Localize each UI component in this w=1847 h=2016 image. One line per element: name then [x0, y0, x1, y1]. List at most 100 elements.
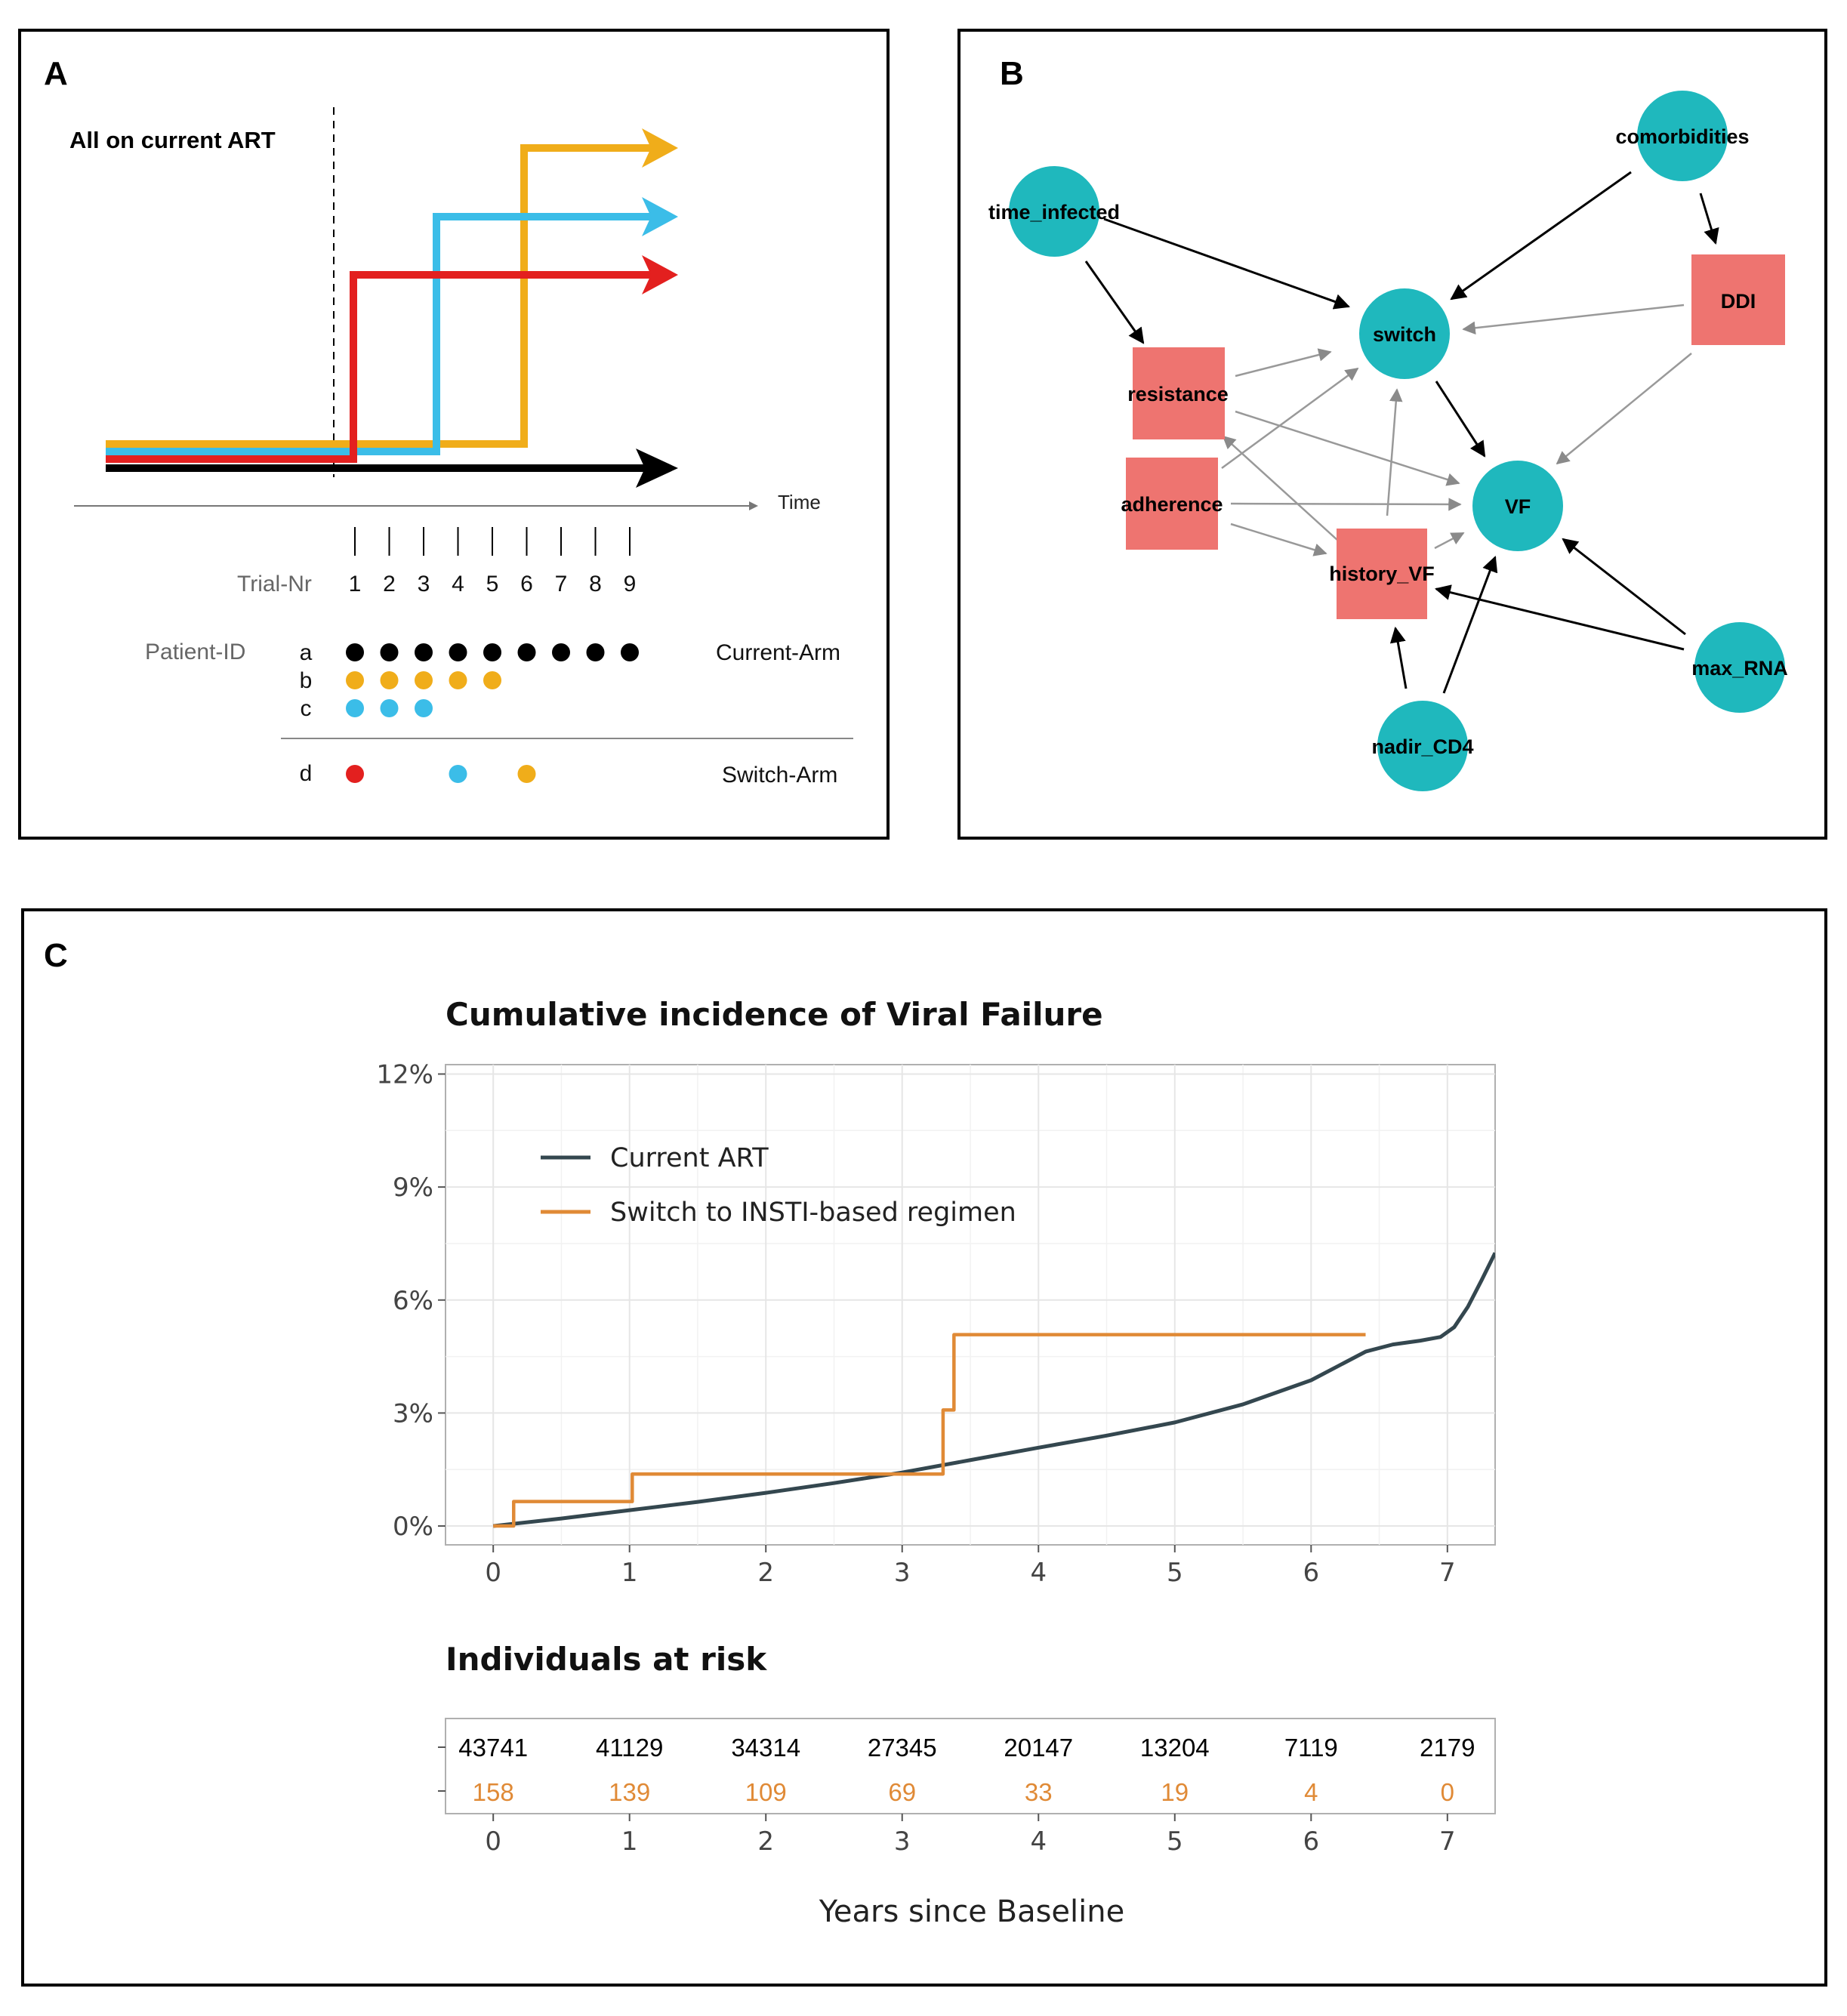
panel-a-letter: A	[44, 55, 68, 92]
switch-arm-label: Switch-Arm	[722, 763, 837, 788]
risk-table-x-ticks: 0 1 2 3 4 5 6 7	[485, 1814, 1456, 1857]
node-label: DDI	[1721, 290, 1756, 313]
trial-number: 8	[589, 572, 602, 596]
node-shape-square	[1691, 254, 1785, 345]
risk-value-switch: 109	[745, 1778, 787, 1806]
patient-id-d: d	[300, 761, 313, 786]
risk-value-switch: 4	[1304, 1778, 1318, 1806]
trial-dot	[415, 671, 433, 689]
risk-value-switch: 69	[888, 1778, 916, 1806]
trial-dot	[415, 699, 433, 717]
switch-line-blue	[106, 213, 657, 455]
switch-line-orange	[106, 144, 657, 448]
risk-value-current-art: 7119	[1284, 1734, 1338, 1762]
risk-x-tick-label: 6	[1303, 1826, 1319, 1857]
legend: Current ART Switch to INSTI-based regime…	[541, 1143, 1016, 1228]
node-max-rna: max_RNA	[1691, 622, 1788, 713]
y-tick-label: 9%	[393, 1173, 433, 1203]
risk-value-switch: 158	[473, 1778, 514, 1806]
risk-value-current-art: 13204	[1140, 1734, 1210, 1762]
risk-value-switch: 139	[609, 1778, 650, 1806]
edge-nadir-cd4-history-vf	[1389, 626, 1408, 689]
node-label: resistance	[1127, 383, 1229, 405]
panel-c: C Cumulative incidence of Viral Failure …	[21, 908, 1827, 1987]
panel-a-frame	[18, 29, 890, 840]
node-nadir-cd4: nadir_CD4	[1371, 701, 1474, 791]
trial-dot	[483, 671, 501, 689]
series-lines	[492, 1252, 1495, 1528]
trial-dot	[621, 643, 639, 661]
arrowhead-black	[636, 449, 678, 488]
node-shape-circle	[1694, 622, 1785, 713]
switch-trial-dot	[449, 765, 467, 783]
panel-b: B time_infe	[957, 29, 1827, 840]
panel-c-frame	[21, 908, 1827, 1987]
switch-line-red	[106, 271, 657, 463]
risk-x-tick-label: 1	[621, 1826, 638, 1857]
switch-trial-dot	[346, 765, 364, 783]
edge-adherence-history-vf	[1230, 522, 1327, 556]
switch-trial-dot	[517, 765, 536, 783]
trial-dot	[415, 643, 433, 661]
trial-dot	[346, 643, 364, 661]
time-axis-arrowhead	[749, 501, 758, 510]
arrowhead-blue	[642, 197, 678, 236]
patient-id-a: a	[300, 640, 313, 665]
x-tick-label: 1	[621, 1558, 638, 1588]
y-axis-ticks: 0% 3% 6% 9% 12%	[376, 1059, 446, 1542]
trial-dot	[380, 671, 399, 689]
node-ddi: DDI	[1691, 254, 1785, 345]
risk-x-tick-label: 2	[757, 1826, 774, 1857]
x-tick-label: 3	[894, 1558, 911, 1588]
node-label: comorbidities	[1615, 125, 1749, 148]
trial-nr-label: Trial-Nr	[237, 572, 312, 596]
edges-dark	[1084, 171, 1719, 694]
risk-x-tick-label: 3	[894, 1826, 911, 1857]
panel-b-frame	[957, 29, 1827, 840]
x-tick-label: 2	[757, 1558, 774, 1588]
x-tick-label: 7	[1439, 1558, 1456, 1588]
node-vf: VF	[1472, 461, 1563, 551]
node-resistance: resistance	[1127, 347, 1229, 439]
trial-dot	[449, 671, 467, 689]
y-tick-label: 0%	[393, 1512, 433, 1542]
risk-x-tick-label: 5	[1167, 1826, 1183, 1857]
x-axis-title: Years since Baseline	[819, 1894, 1124, 1929]
node-shape-circle	[1359, 288, 1450, 379]
trial-dot	[346, 699, 364, 717]
time-label: Time	[778, 491, 821, 513]
trial-dot	[380, 643, 399, 661]
node-shape-circle	[1377, 701, 1468, 791]
node-switch: switch	[1359, 288, 1450, 379]
edge-ddi-switch	[1462, 304, 1685, 334]
node-adherence: adherence	[1121, 458, 1223, 550]
gridlines	[446, 1065, 1495, 1545]
risk-table-title: Individuals at risk	[446, 1641, 767, 1678]
node-label: max_RNA	[1691, 657, 1788, 680]
node-shape-circle	[1009, 166, 1099, 257]
node-shape-circle	[1472, 461, 1563, 551]
edge-comorbidities-switch	[1450, 171, 1632, 301]
risk-value-current-art: 41129	[596, 1734, 663, 1762]
panel-b-letter: B	[1000, 55, 1024, 92]
node-shape-square	[1133, 347, 1225, 439]
node-label: switch	[1373, 323, 1436, 346]
arrowhead-red	[642, 255, 678, 294]
node-history-vf: history_VF	[1329, 529, 1435, 619]
y-tick-label: 3%	[393, 1398, 433, 1429]
trial-dot	[517, 643, 536, 661]
edge-ddi-vf	[1556, 353, 1692, 465]
series-line-switch	[493, 1333, 1366, 1528]
current-arm-label: Current-Arm	[716, 640, 840, 665]
x-axis-ticks: 0 1 2 3 4 5 6 7	[485, 1545, 1456, 1588]
arrowhead-orange	[642, 128, 678, 168]
trial-number: 9	[624, 572, 637, 596]
edge-resistance-switch	[1235, 348, 1332, 378]
series-line-current-art	[492, 1252, 1495, 1528]
y-tick-label: 6%	[393, 1286, 433, 1316]
trial-dot	[483, 643, 501, 661]
edges-light	[1221, 304, 1692, 556]
edge-max-rna-vf	[1562, 538, 1686, 636]
edge-history-vf-switch	[1386, 388, 1403, 516]
